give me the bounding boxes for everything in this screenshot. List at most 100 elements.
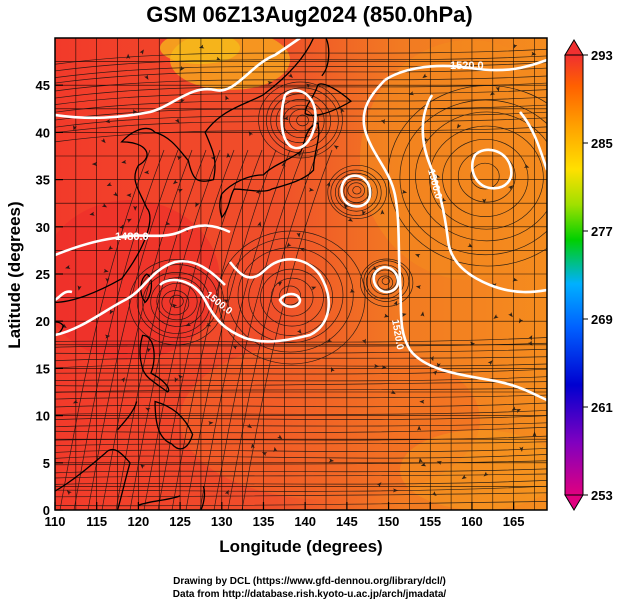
streamline [101, 149, 193, 510]
flow-arrow [513, 43, 518, 49]
flow-arrow [393, 300, 398, 306]
streamline [55, 55, 547, 72]
flow-arrow [419, 399, 425, 404]
flow-arrow [250, 443, 255, 449]
flow-arrow [401, 313, 407, 317]
y-tick-label: 35 [36, 173, 50, 188]
flow-arrow [508, 185, 514, 191]
streamline [260, 268, 324, 327]
streamline [185, 149, 277, 510]
streamline [377, 275, 394, 290]
flow-arrow [273, 446, 278, 453]
streamline [55, 368, 547, 375]
flow-arrow [132, 109, 138, 115]
flow-arrow [103, 268, 109, 273]
streamline [227, 149, 319, 510]
flow-arrow [226, 152, 231, 158]
coastline [304, 83, 353, 116]
flow-arrow [106, 182, 113, 186]
flow-arrow [261, 452, 268, 457]
streamline [55, 415, 547, 420]
streamline [55, 356, 547, 362]
coastline [140, 273, 153, 304]
flow-arrow [66, 490, 72, 496]
flow-arrow [489, 90, 496, 96]
streamline [128, 259, 225, 346]
flow-arrow [515, 409, 521, 413]
streamline [470, 162, 500, 190]
flow-arrow [65, 264, 71, 269]
flow-arrow [519, 446, 524, 452]
streamline [335, 172, 378, 212]
contour-label: 1480.0 [115, 231, 149, 243]
streamline [266, 87, 339, 154]
flow-arrow [518, 318, 524, 324]
streamline [365, 264, 405, 300]
streamline [87, 149, 179, 510]
y-tick-label: 15 [36, 361, 50, 376]
flow-arrow [308, 187, 315, 192]
flow-arrow [362, 210, 367, 216]
streamline [55, 426, 547, 434]
flow-arrow [371, 265, 377, 271]
flow-arrow [147, 347, 152, 353]
flow-arrow [528, 335, 533, 341]
flow-arrow [429, 355, 434, 362]
streamline [279, 285, 301, 306]
map-title: GSM 06Z13Aug2024 (850.0hPa) [146, 2, 473, 27]
streamline [55, 485, 547, 492]
flow-arrow [73, 125, 77, 131]
streamline [270, 277, 314, 317]
flow-arrow [174, 117, 180, 124]
flow-arrow [224, 489, 229, 496]
flow-arrow [296, 232, 301, 238]
streamline [55, 48, 547, 65]
streamline [399, 99, 547, 256]
y-axis: 0 5 10 15 20 25 30 35 40 45 [36, 78, 63, 518]
streamline [55, 454, 547, 459]
coastline [219, 122, 320, 219]
flow-arrow [531, 51, 537, 56]
flow-arrow [381, 118, 385, 125]
flow-arrow [126, 53, 131, 59]
streamline [142, 272, 211, 334]
flow-arrow [423, 137, 429, 143]
height-contours [55, 38, 547, 402]
streamline [55, 388, 547, 393]
flow-arrow [180, 65, 185, 72]
flow-arrow [208, 421, 214, 426]
streamline [258, 81, 343, 159]
flow-arrow [225, 95, 230, 101]
coastline [138, 495, 181, 506]
streamline [55, 468, 547, 474]
streamline [55, 117, 547, 134]
flow-arrow [299, 247, 305, 252]
flow-arrow [418, 457, 423, 463]
flow-arrow [333, 145, 340, 150]
colorbar-tick-label: 269 [591, 312, 613, 327]
streamline [55, 381, 547, 387]
flow-arrow [495, 86, 500, 92]
streamline [169, 294, 184, 308]
streamline [226, 237, 354, 353]
flow-arrow [248, 131, 254, 137]
flow-arrow [431, 491, 437, 497]
x-tick-label: 110 [45, 514, 66, 529]
flow-arrow [171, 303, 178, 309]
y-tick-label: 5 [43, 456, 50, 471]
flow-arrow [435, 174, 441, 180]
streamline [442, 138, 529, 218]
flow-arrow [176, 156, 183, 161]
flow-arrow [310, 286, 317, 291]
flow-arrow [390, 389, 396, 395]
streamline [73, 149, 165, 510]
flow-arrow [422, 73, 428, 79]
y-tick-label: 10 [36, 409, 50, 424]
flow-arrow [467, 243, 473, 248]
streamline [347, 182, 365, 199]
x-tick-label: 120 [128, 514, 150, 529]
colorbar-tick-label: 285 [591, 136, 613, 151]
streamline [143, 149, 235, 510]
y-tick-label: 45 [36, 78, 50, 93]
contour-label: 1520.0 [450, 60, 484, 72]
